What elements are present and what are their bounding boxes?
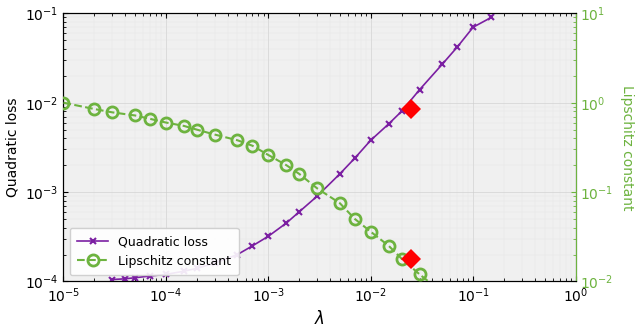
Quadratic loss xyxy=(487,15,495,19)
Lipschitz constant xyxy=(211,133,219,137)
Lipschitz constant xyxy=(351,217,358,221)
Lipschitz constant xyxy=(336,201,344,205)
Lipschitz constant xyxy=(131,114,139,118)
Lipschitz constant xyxy=(454,310,461,314)
Lipschitz constant xyxy=(60,101,67,105)
Lipschitz constant xyxy=(397,257,405,261)
Quadratic loss xyxy=(162,272,170,276)
Lipschitz constant xyxy=(295,172,303,176)
Quadratic loss xyxy=(454,45,461,49)
Quadratic loss xyxy=(469,25,477,29)
Quadratic loss xyxy=(264,234,272,238)
Quadratic loss xyxy=(438,62,446,66)
X-axis label: $\lambda$: $\lambda$ xyxy=(314,310,325,328)
Quadratic loss xyxy=(397,109,405,113)
Line: Quadratic loss: Quadratic loss xyxy=(109,14,495,283)
Quadratic loss xyxy=(180,269,188,273)
Lipschitz constant xyxy=(367,230,374,234)
Lipschitz constant xyxy=(314,186,321,190)
Quadratic loss xyxy=(122,277,129,281)
Quadratic loss xyxy=(282,221,290,225)
Quadratic loss xyxy=(211,261,219,265)
Quadratic loss xyxy=(131,276,139,280)
Quadratic loss xyxy=(385,122,392,126)
Legend: Quadratic loss, Lipschitz constant: Quadratic loss, Lipschitz constant xyxy=(70,228,239,275)
Quadratic loss xyxy=(351,156,358,160)
Quadratic loss xyxy=(336,172,344,176)
Lipschitz constant xyxy=(385,244,392,248)
Lipschitz constant xyxy=(146,117,154,121)
Y-axis label: Quadratic loss: Quadratic loss xyxy=(6,98,20,197)
Quadratic loss xyxy=(248,244,256,248)
Quadratic loss xyxy=(367,138,374,142)
Lipschitz constant xyxy=(248,144,256,148)
Line: Lipschitz constant: Lipschitz constant xyxy=(58,97,497,334)
Lipschitz constant xyxy=(109,110,116,114)
Lipschitz constant xyxy=(282,163,290,167)
Lipschitz constant xyxy=(264,153,272,157)
Y-axis label: Lipschitz constant: Lipschitz constant xyxy=(620,85,634,210)
Quadratic loss xyxy=(314,194,321,198)
Quadratic loss xyxy=(416,88,424,92)
Quadratic loss xyxy=(234,253,241,257)
Lipschitz constant xyxy=(162,121,170,125)
Lipschitz constant xyxy=(438,291,446,295)
Quadratic loss xyxy=(295,210,303,214)
Quadratic loss xyxy=(109,278,116,282)
Quadratic loss xyxy=(193,267,200,271)
Quadratic loss xyxy=(146,274,154,278)
Lipschitz constant xyxy=(416,272,424,276)
Lipschitz constant xyxy=(180,124,188,128)
Lipschitz constant xyxy=(193,128,200,132)
Lipschitz constant xyxy=(90,107,98,111)
Lipschitz constant xyxy=(234,138,241,142)
